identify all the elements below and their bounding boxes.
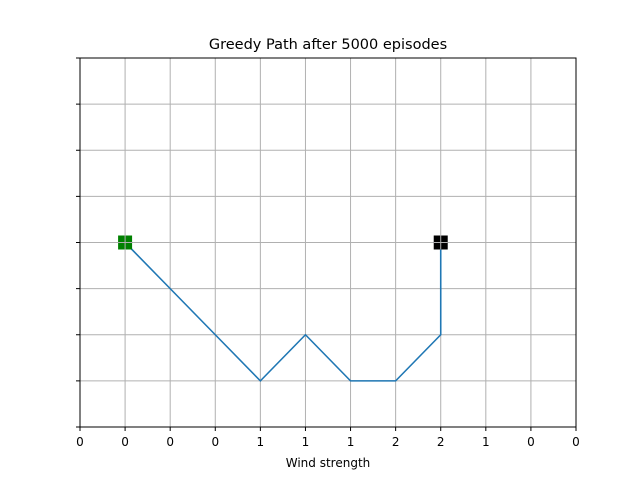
x-tick-label: 0 <box>76 435 84 449</box>
x-tick-label: 2 <box>437 435 445 449</box>
x-tick-label: 0 <box>166 435 174 449</box>
x-tick-label: 1 <box>257 435 265 449</box>
x-tick-label: 1 <box>302 435 310 449</box>
grid <box>79 57 577 428</box>
chart-title: Greedy Path after 5000 episodes <box>209 37 447 53</box>
path-line <box>124 241 442 382</box>
x-tick-label: 0 <box>121 435 129 449</box>
x-axis-label: Wind strength <box>286 456 371 470</box>
x-tick-label: 1 <box>482 435 490 449</box>
x-tick-label: 0 <box>572 435 580 449</box>
x-tick-label: 1 <box>347 435 355 449</box>
x-tick-label: 2 <box>392 435 400 449</box>
axis-ticks: 0 0 0 0 1 1 1 2 2 1 0 0 <box>76 57 580 449</box>
x-tick-label: 0 <box>527 435 535 449</box>
x-tick-label: 0 <box>211 435 219 449</box>
series-layer <box>124 241 442 382</box>
marker-layer <box>118 235 448 250</box>
